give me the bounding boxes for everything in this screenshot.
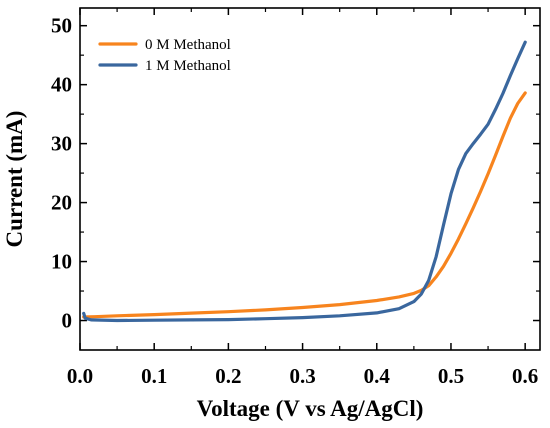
y-tick-label-1: 10 — [51, 250, 72, 274]
y-tick-label-3: 30 — [51, 132, 72, 156]
x-tick-label-6: 0.6 — [512, 364, 538, 388]
series-line-0 — [82, 91, 527, 319]
y-tick-label-5: 50 — [51, 14, 72, 38]
y-axis-title: Current (mA) — [2, 111, 27, 248]
legend-label-1: 1 M Methanol — [145, 58, 231, 74]
legend: 0 M Methanol 1 M Methanol — [98, 37, 231, 74]
y-tick-label-0: 0 — [62, 309, 73, 333]
x-tick-label-3: 0.3 — [289, 364, 315, 388]
y-tick-label-2: 20 — [51, 191, 72, 215]
y-tick-label-4: 40 — [51, 73, 72, 97]
x-tick-label-1: 0.1 — [141, 364, 167, 388]
axes — [79, 8, 540, 350]
x-tick-label-0: 0.0 — [67, 364, 93, 388]
x-tick-label-4: 0.4 — [364, 364, 391, 388]
axis-labels: 0.0 0.1 0.2 0.3 0.4 0.5 0.6 0 10 20 30 40 50 Voltage … — [2, 14, 538, 421]
legend-label-0: 0 M Methanol — [145, 37, 231, 53]
x-tick-label-5: 0.5 — [438, 364, 464, 388]
plot-border — [79, 7, 541, 351]
series-lines — [82, 40, 527, 323]
x-tick-label-2: 0.2 — [215, 364, 241, 388]
plot-frame — [79, 7, 541, 351]
x-axis-title: Voltage (V vs Ag/AgCl) — [197, 396, 424, 421]
series-line-1 — [82, 40, 527, 323]
